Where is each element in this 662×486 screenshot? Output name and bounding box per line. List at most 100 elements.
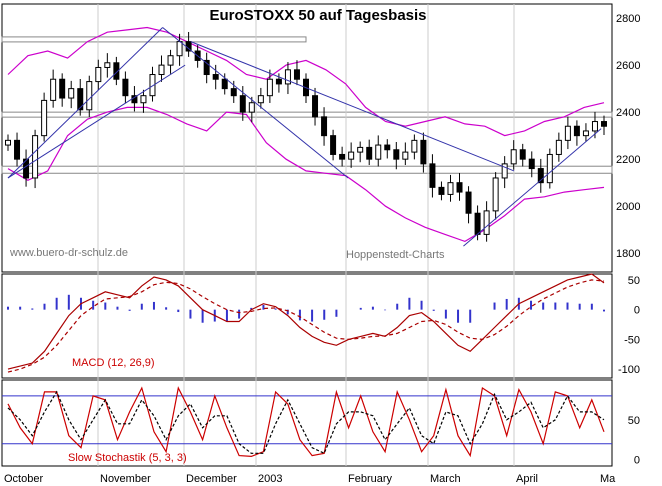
resistance-box [1, 36, 307, 43]
candle-body [167, 55, 174, 66]
candle-body [357, 146, 364, 153]
candle-body [113, 62, 120, 80]
candle-body [393, 149, 400, 160]
x-tick-label: December [186, 473, 237, 485]
candle-body [483, 210, 490, 235]
candle-body [564, 125, 571, 141]
candle-body [411, 139, 418, 153]
price-y-tick: 2600 [616, 60, 640, 72]
candle-body [95, 66, 102, 83]
stoch-y-tick: 0 [634, 455, 640, 467]
resistance-boxes [1, 36, 613, 174]
candle-body [537, 168, 544, 184]
resistance-box [1, 165, 613, 174]
stoch-d-line [7, 390, 605, 455]
vertical-gridlines [97, 4, 515, 466]
candle-body [601, 121, 607, 127]
candle-body [555, 139, 562, 155]
trendline [463, 128, 602, 247]
candle-body [519, 149, 526, 160]
candle-body [122, 78, 129, 97]
bollinger-bands [7, 26, 605, 243]
price-y-tick: 2000 [616, 201, 640, 213]
price-candles [5, 31, 607, 242]
candle-body [456, 182, 463, 193]
candle-body [59, 78, 66, 99]
macd-y-tick: -100 [618, 364, 640, 376]
chart-title: EuroSTOXX 50 auf Tagesbasis [209, 7, 426, 24]
candle-body [384, 144, 391, 151]
candle-body [68, 88, 75, 99]
candle-body [501, 163, 508, 179]
candle-body [221, 78, 228, 90]
watermark-right: Hoppenstedt-Charts [346, 249, 445, 261]
candle-body [312, 95, 319, 118]
trendline [190, 41, 515, 172]
candle-body [41, 99, 48, 137]
candle-body [203, 59, 210, 76]
candle-body [366, 146, 373, 160]
trendline [162, 27, 349, 179]
x-tick-label: April [516, 473, 538, 485]
axis-tick-labels: October November December 2003 February March… [4, 13, 640, 485]
candle-body [492, 177, 499, 212]
stoch-label: Slow Stochastik (5, 3, 3) [68, 452, 187, 464]
price-y-tick: 2200 [616, 154, 640, 166]
macd-y-tick: -50 [624, 334, 640, 346]
candle-body [510, 149, 517, 165]
candle-body [284, 69, 291, 85]
candle-body [248, 102, 255, 113]
candle-body [447, 182, 454, 195]
candle-body [104, 62, 111, 68]
macd-signal-line [7, 279, 605, 373]
upper-band-line [7, 26, 605, 137]
candle-body [86, 81, 93, 111]
macd-y-tick: 50 [628, 275, 640, 287]
candle-body [330, 135, 337, 155]
candle-body [266, 78, 273, 97]
candle-body [546, 153, 553, 184]
candle-body [591, 121, 598, 132]
stoch-y-tick: 50 [628, 415, 640, 427]
candle-body [257, 95, 264, 104]
stochastic-plot [2, 386, 612, 458]
candle-body [176, 41, 183, 57]
x-tick-label: 2003 [258, 473, 282, 485]
candle-body [474, 212, 481, 235]
candle-body [275, 78, 282, 85]
macd-panel-frame [1, 273, 613, 379]
candle-body [158, 64, 165, 76]
stoch-panel-frame [1, 379, 613, 467]
candle-body [348, 151, 355, 160]
candle-body [375, 144, 382, 160]
lower-band-line [7, 106, 605, 243]
candle-body [239, 95, 246, 113]
macd-label: MACD (12, 26,9) [72, 357, 155, 369]
candle-body [528, 158, 535, 170]
candle-body [465, 191, 472, 214]
candle-body [438, 186, 445, 195]
trendline [7, 64, 186, 179]
price-y-tick: 1800 [616, 248, 640, 260]
candle-body [573, 125, 580, 137]
x-tick-label: October [4, 473, 43, 485]
x-tick-label: March [430, 473, 461, 485]
x-tick-label: Ma [600, 473, 616, 485]
candle-body [321, 116, 328, 137]
x-tick-label: November [100, 473, 151, 485]
stoch-k-line [7, 386, 605, 458]
candle-body [5, 139, 11, 146]
candle-body [339, 153, 346, 160]
candle-body [293, 69, 300, 80]
candle-body [149, 74, 156, 97]
price-panel-frame [1, 3, 613, 273]
macd-y-tick: 0 [634, 305, 640, 317]
candle-body [402, 151, 409, 160]
macd-plot [7, 273, 605, 373]
price-y-tick: 2400 [616, 107, 640, 119]
x-tick-label: February [348, 473, 393, 485]
candle-body [582, 130, 589, 137]
candle-body [32, 135, 39, 179]
watermark-left: www.buero-dr-schulz.de [9, 247, 128, 259]
